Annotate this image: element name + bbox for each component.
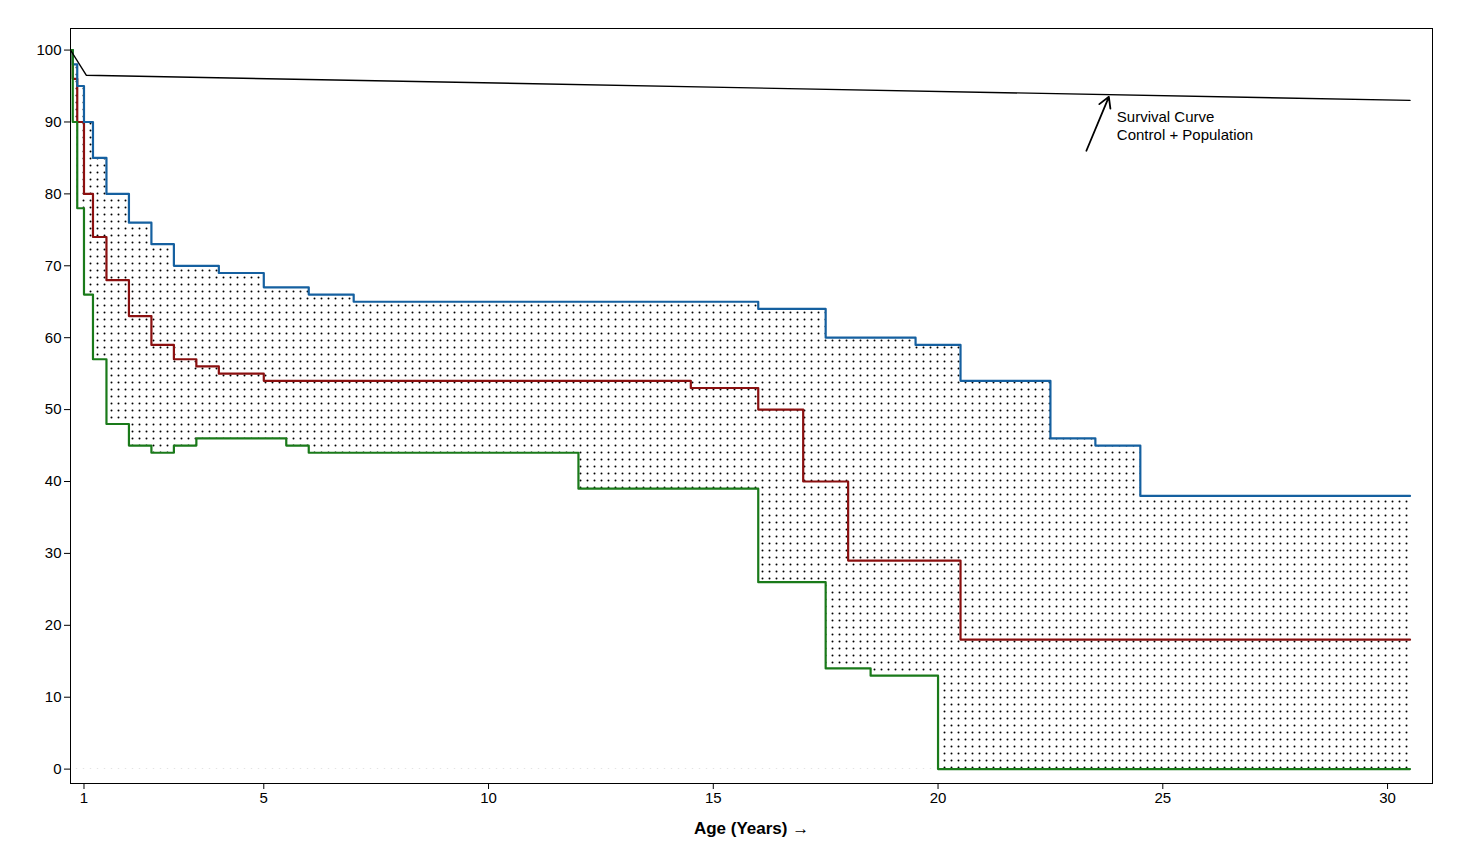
svg-text:40: 40 [45,472,62,489]
svg-text:0: 0 [53,760,61,777]
svg-text:10: 10 [45,688,62,705]
svg-text:Age (Years) →: Age (Years) → [694,819,809,838]
svg-text:30: 30 [1379,789,1396,806]
svg-text:60: 60 [45,328,62,345]
svg-text:30: 30 [45,544,62,561]
svg-text:100: 100 [36,41,61,58]
svg-text:50: 50 [45,400,62,417]
svg-text:25: 25 [1154,789,1171,806]
svg-text:5: 5 [260,789,268,806]
svg-text:70: 70 [45,257,62,274]
svg-text:Survival CurveControl + Popula: Survival CurveControl + Population [1117,108,1253,143]
svg-text:15: 15 [705,789,722,806]
svg-text:80: 80 [45,185,62,202]
svg-text:90: 90 [45,113,62,130]
svg-text:1: 1 [80,789,88,806]
svg-text:20: 20 [930,789,947,806]
svg-text:10: 10 [480,789,497,806]
svg-text:20: 20 [45,616,62,633]
